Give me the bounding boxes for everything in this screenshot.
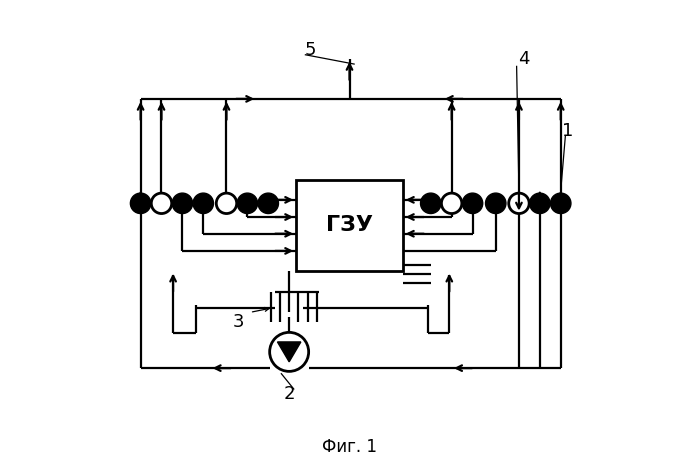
Circle shape	[131, 193, 151, 213]
Circle shape	[421, 193, 441, 213]
Text: ГЗУ: ГЗУ	[326, 215, 373, 235]
Circle shape	[486, 193, 506, 213]
Text: 2: 2	[283, 385, 295, 403]
Circle shape	[270, 333, 309, 371]
Circle shape	[258, 193, 278, 213]
Circle shape	[551, 193, 571, 213]
Circle shape	[172, 193, 193, 213]
Text: 5: 5	[304, 41, 316, 59]
Text: 4: 4	[518, 50, 529, 69]
Circle shape	[193, 193, 213, 213]
Circle shape	[462, 193, 483, 213]
Bar	[296, 180, 403, 271]
Circle shape	[530, 193, 550, 213]
Text: Фиг. 1: Фиг. 1	[322, 438, 377, 456]
Polygon shape	[278, 342, 301, 362]
Text: 3: 3	[232, 313, 244, 331]
Text: 1: 1	[562, 122, 573, 141]
Circle shape	[237, 193, 258, 213]
